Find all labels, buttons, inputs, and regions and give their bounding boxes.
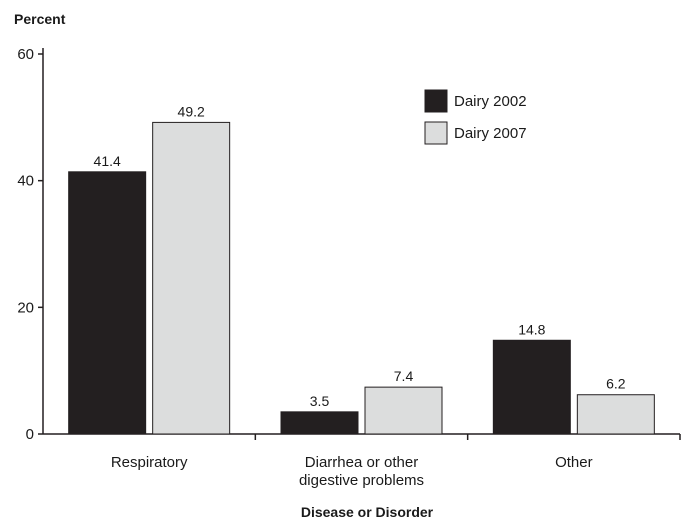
bar-value-label: 3.5	[310, 393, 330, 409]
legend-label: Dairy 2002	[454, 93, 527, 110]
legend-label: Dairy 2007	[454, 125, 527, 142]
bar-dairy-2007-0	[152, 121, 231, 435]
y-tick-label: 40	[17, 173, 34, 190]
x-axis-title: Disease or Disorder	[301, 504, 434, 520]
bar-dairy-2002-1	[280, 411, 359, 435]
category-label: Diarrhea or other	[305, 454, 418, 471]
category-label: Other	[555, 454, 593, 471]
y-axis-title: Percent	[14, 11, 66, 27]
y-axis-ticks: 0 20 40 60	[17, 46, 43, 443]
bar-value-label: 14.8	[518, 321, 545, 337]
bar-value-label: 41.4	[94, 153, 121, 169]
legend-swatch	[424, 121, 448, 145]
y-tick-label: 60	[17, 46, 34, 63]
y-tick-label: 0	[26, 426, 34, 443]
bar-dairy-2007-1	[364, 386, 443, 435]
category-label: digestive problems	[299, 472, 424, 489]
bar-value-label: 7.4	[394, 368, 414, 384]
bar-dairy-2002-2	[492, 339, 571, 435]
value-labels-group: 41.4 3.5 14.8 49.2 7.4 6.2	[94, 103, 626, 408]
x-axis-ticks	[254, 434, 681, 440]
y-tick-label: 20	[17, 299, 34, 316]
bar-value-label: 49.2	[178, 103, 205, 119]
bar-dairy-2002-0	[68, 171, 147, 435]
category-label: Respiratory	[111, 454, 188, 471]
legend-swatch	[424, 89, 448, 113]
bars-group	[68, 121, 655, 435]
legend: Dairy 2002 Dairy 2007	[424, 89, 527, 145]
bar-dairy-2007-2	[576, 394, 655, 435]
bar-value-label: 6.2	[606, 376, 626, 392]
